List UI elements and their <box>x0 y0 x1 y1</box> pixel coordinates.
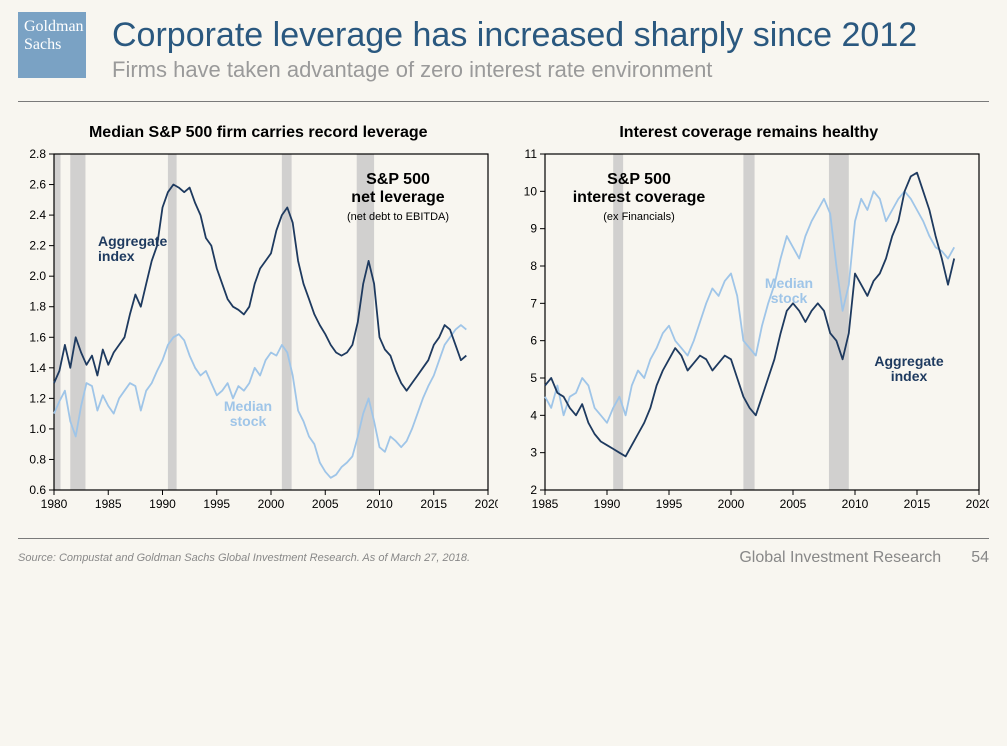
svg-text:0.8: 0.8 <box>29 452 46 466</box>
svg-text:11: 11 <box>524 147 537 161</box>
svg-text:(ex Financials): (ex Financials) <box>603 211 675 223</box>
charts-row: Median S&P 500 firm carries record lever… <box>0 102 1007 516</box>
svg-text:S&P 500: S&P 500 <box>366 171 430 188</box>
svg-text:4: 4 <box>530 408 537 422</box>
chart-right-title: Interest coverage remains healthy <box>509 124 990 142</box>
svg-text:2.8: 2.8 <box>29 147 46 161</box>
svg-text:2020: 2020 <box>475 497 498 511</box>
svg-text:index: index <box>98 248 135 264</box>
svg-text:Aggregate: Aggregate <box>98 233 167 249</box>
chart-left-title: Median S&P 500 firm carries record lever… <box>18 124 499 142</box>
goldman-logo: Goldman Sachs <box>18 12 86 78</box>
svg-text:2.4: 2.4 <box>29 208 46 222</box>
svg-text:Median: Median <box>764 275 812 291</box>
svg-text:1995: 1995 <box>655 497 682 511</box>
logo-line-2: Sachs <box>24 36 80 54</box>
svg-text:7: 7 <box>530 296 537 310</box>
svg-text:2000: 2000 <box>258 497 285 511</box>
svg-text:1.2: 1.2 <box>29 391 46 405</box>
footer-page: 54 <box>971 549 989 567</box>
svg-text:1990: 1990 <box>149 497 176 511</box>
svg-text:Median: Median <box>224 398 272 414</box>
svg-text:2: 2 <box>530 483 537 497</box>
svg-text:1985: 1985 <box>531 497 558 511</box>
svg-text:2010: 2010 <box>366 497 393 511</box>
svg-text:1980: 1980 <box>41 497 68 511</box>
svg-text:1995: 1995 <box>203 497 230 511</box>
svg-text:2015: 2015 <box>420 497 447 511</box>
header: Goldman Sachs Corporate leverage has inc… <box>0 0 1007 83</box>
svg-text:2.0: 2.0 <box>29 269 46 283</box>
svg-text:(net debt to EBITDA): (net debt to EBITDA) <box>347 211 449 223</box>
chart-left-svg: 0.6 0.8 1.0 1.2 1.4 1.6 1.8 2.0 2.2 2.4 2.6 2.8 1980… <box>18 146 498 516</box>
svg-text:1.0: 1.0 <box>29 422 46 436</box>
svg-text:8: 8 <box>530 259 537 273</box>
svg-text:stock: stock <box>230 413 267 429</box>
source-text: Source: Compustat and Goldman Sachs Glob… <box>18 552 470 564</box>
svg-text:2010: 2010 <box>841 497 868 511</box>
page-subtitle: Firms have taken advantage of zero inter… <box>112 57 989 83</box>
svg-text:2000: 2000 <box>717 497 744 511</box>
svg-text:9: 9 <box>530 222 537 236</box>
svg-text:2.2: 2.2 <box>29 239 46 253</box>
logo-line-1: Goldman <box>24 18 80 36</box>
svg-text:3: 3 <box>530 446 537 460</box>
svg-text:S&P 500: S&P 500 <box>607 171 671 188</box>
svg-text:2.6: 2.6 <box>29 178 46 192</box>
svg-text:interest coverage: interest coverage <box>572 189 705 206</box>
svg-text:2005: 2005 <box>779 497 806 511</box>
footer-right: Global Investment Research 54 <box>739 549 989 567</box>
chart-right-col: Interest coverage remains healthy 2 3 4 5 6 7… <box>509 124 990 516</box>
footer: Source: Compustat and Goldman Sachs Glob… <box>0 539 1007 567</box>
svg-text:1985: 1985 <box>95 497 122 511</box>
svg-text:1.4: 1.4 <box>29 361 46 375</box>
page-title: Corporate leverage has increased sharply… <box>112 16 989 55</box>
svg-text:0.6: 0.6 <box>29 483 46 497</box>
svg-text:stock: stock <box>770 290 807 306</box>
svg-text:1.8: 1.8 <box>29 300 46 314</box>
titles: Corporate leverage has increased sharply… <box>112 12 989 83</box>
svg-text:1.6: 1.6 <box>29 330 46 344</box>
svg-text:10: 10 <box>523 184 537 198</box>
svg-text:6: 6 <box>530 334 537 348</box>
svg-text:Aggregate: Aggregate <box>874 353 943 369</box>
svg-text:net leverage: net leverage <box>351 189 444 206</box>
svg-text:2015: 2015 <box>903 497 930 511</box>
chart-left-col: Median S&P 500 firm carries record lever… <box>18 124 499 516</box>
svg-text:2005: 2005 <box>312 497 339 511</box>
footer-group: Global Investment Research <box>739 549 941 567</box>
svg-text:index: index <box>890 368 927 384</box>
chart-right-svg: 2 3 4 5 6 7 8 9 10 11 1985 1990 1995 2000 2005 2010 2015… <box>509 146 989 516</box>
svg-text:5: 5 <box>530 371 537 385</box>
svg-text:1990: 1990 <box>593 497 620 511</box>
svg-text:2020: 2020 <box>965 497 988 511</box>
